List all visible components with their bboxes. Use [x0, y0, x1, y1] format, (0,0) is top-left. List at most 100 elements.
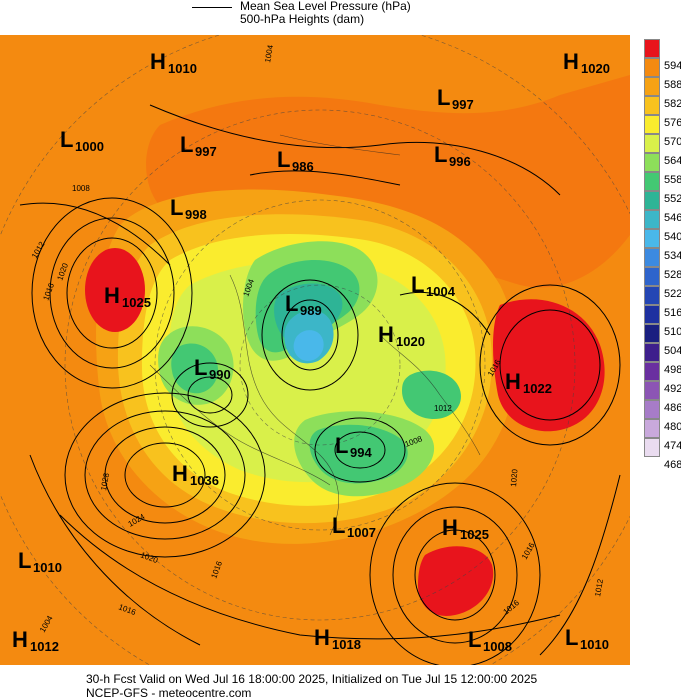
forecast-valid-text: 30-h Fcst Valid on Wed Jul 16 18:00:00 2… [86, 672, 538, 686]
svg-text:1036: 1036 [190, 473, 219, 488]
svg-text:994: 994 [350, 445, 372, 460]
svg-text:H: H [505, 369, 521, 394]
colorbar-swatch [644, 438, 660, 457]
pressure-center-low: L 986 [277, 147, 314, 174]
colorbar-label: 546 [664, 212, 681, 224]
svg-text:L: L [437, 85, 450, 110]
svg-text:H: H [563, 49, 579, 74]
isobar-label: 1008 [72, 184, 90, 193]
svg-text:L: L [285, 291, 298, 316]
isobar-label: 1012 [434, 404, 452, 413]
pressure-center-high: H 1018 [314, 625, 361, 652]
svg-text:1025: 1025 [460, 527, 489, 542]
pressure-center-high: H 1036 [172, 461, 219, 488]
colorbar-label: 594 [664, 60, 681, 72]
colorbar-label: 474 [664, 440, 681, 452]
svg-text:L: L [335, 433, 348, 458]
svg-text:L: L [18, 548, 31, 573]
field-552-west [171, 343, 219, 394]
pressure-center-low: L 998 [170, 195, 207, 222]
source-credit-text: NCEP-GFS - meteocentre.com [86, 686, 252, 700]
colorbar-swatch [644, 267, 660, 286]
field-552-south [309, 424, 408, 484]
pressure-center-low: L 1007 [332, 513, 376, 540]
pressure-center-low: L 997 [180, 132, 217, 159]
coastlines [149, 134, 481, 536]
svg-text:H: H [442, 515, 458, 540]
pressure-center-high: H 1025 [442, 515, 489, 542]
svg-text:1020: 1020 [581, 61, 610, 76]
colorbar-label: 516 [664, 307, 681, 319]
colorbar-label: 588 [664, 79, 681, 91]
isobar-label: 1004 [263, 44, 275, 64]
colorbar-swatch [644, 77, 660, 96]
pressure-center-high: H 1022 [505, 369, 552, 396]
field-552-east [402, 370, 461, 420]
pressure-center-high: H 1025 [104, 283, 151, 310]
pressure-center-low: L 1000 [60, 127, 104, 154]
colorbar-swatch [644, 153, 660, 172]
svg-text:996: 996 [449, 154, 471, 169]
svg-text:998: 998 [185, 207, 207, 222]
colorbar-label: 576 [664, 117, 681, 129]
pressure-center-high: H 1010 [150, 49, 197, 76]
svg-text:1004: 1004 [426, 284, 456, 299]
pressure-center-low: L 989 [285, 291, 322, 318]
colorbar-label: 552 [664, 193, 681, 205]
pressure-center-high: H 1020 [563, 49, 610, 76]
colorbar-swatch [644, 419, 660, 438]
svg-text:1010: 1010 [580, 637, 609, 652]
svg-text:L: L [180, 132, 193, 157]
colorbar-label: 468 [664, 459, 681, 471]
field-594-pacific-high [85, 248, 145, 332]
svg-text:1010: 1010 [168, 61, 197, 76]
pressure-center-low: L 1004 [411, 272, 456, 299]
colorbar-swatch [644, 400, 660, 419]
colorbar-label: 486 [664, 402, 681, 414]
svg-text:L: L [434, 142, 447, 167]
isobar-label: 1012 [593, 578, 605, 598]
isobars [19, 104, 621, 665]
legend-line-sample [192, 7, 232, 8]
colorbar-swatch [644, 229, 660, 248]
colorbar-label: 540 [664, 231, 681, 243]
pressure-center-low: L 996 [434, 142, 471, 169]
colorbar-swatch [644, 248, 660, 267]
colorbar-swatch [644, 305, 660, 324]
colorbar-label: 510 [664, 326, 681, 338]
svg-text:H: H [378, 322, 394, 347]
svg-text:L: L [565, 625, 578, 650]
colorbar-label: 564 [664, 155, 681, 167]
svg-text:1010: 1010 [33, 560, 62, 575]
pressure-center-low: L 994 [335, 433, 372, 460]
svg-text:L: L [170, 195, 183, 220]
svg-text:1007: 1007 [347, 525, 376, 540]
colorbar-label: 534 [664, 250, 681, 262]
svg-text:1025: 1025 [122, 295, 151, 310]
svg-text:H: H [104, 283, 120, 308]
svg-text:989: 989 [300, 303, 322, 318]
colorbar-label: 522 [664, 288, 681, 300]
svg-text:997: 997 [195, 144, 217, 159]
svg-text:1008: 1008 [483, 639, 512, 654]
colorbar-swatch [644, 134, 660, 153]
svg-text:1000: 1000 [75, 139, 104, 154]
colorbar-swatch [644, 39, 660, 58]
latitude-circles [0, 35, 630, 665]
svg-text:H: H [12, 627, 28, 652]
pressure-center-low: L 990 [194, 355, 231, 382]
svg-text:L: L [411, 272, 424, 297]
svg-text:L: L [332, 513, 345, 538]
svg-text:1022: 1022 [523, 381, 552, 396]
pressure-center-low: L 1010 [565, 625, 609, 652]
svg-text:L: L [194, 355, 207, 380]
colorbar-swatch [644, 286, 660, 305]
svg-text:1020: 1020 [396, 334, 425, 349]
field-594-east-high [493, 299, 605, 432]
svg-text:986: 986 [292, 159, 314, 174]
svg-text:997: 997 [452, 97, 474, 112]
svg-text:L: L [277, 147, 290, 172]
isobar-label: 1020 [509, 468, 520, 487]
